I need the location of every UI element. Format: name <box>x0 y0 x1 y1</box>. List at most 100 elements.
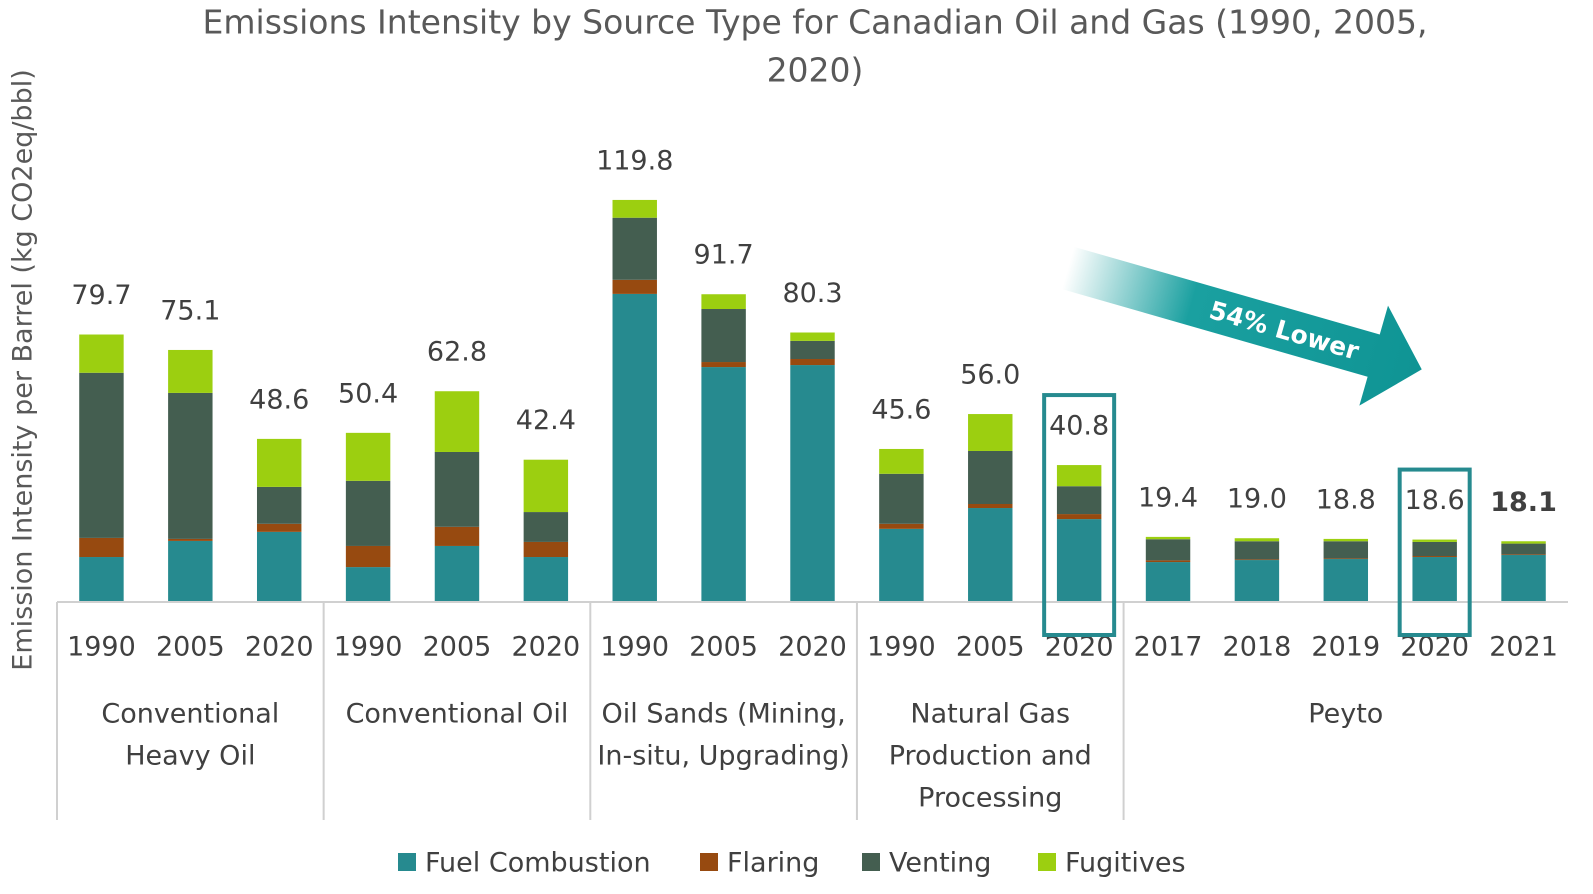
bar-segment <box>879 528 924 602</box>
total-label: 18.1 <box>1490 487 1557 518</box>
bar-segment <box>434 391 480 452</box>
total-label: 119.8 <box>596 145 673 176</box>
total-label: 80.3 <box>782 278 842 309</box>
total-label: 50.4 <box>338 378 398 409</box>
group-label: Conventional <box>101 699 279 730</box>
total-label: 62.8 <box>427 337 487 368</box>
total-label: 40.8 <box>1049 411 1109 442</box>
total-label: 42.4 <box>516 405 576 436</box>
bar-segment <box>1056 486 1102 515</box>
legend-swatch <box>398 853 416 871</box>
bar-segment <box>523 557 569 602</box>
bar-segment <box>1412 557 1457 602</box>
x-tick-label: 2020 <box>778 632 847 663</box>
trend-arrow: 54% Lower <box>1061 246 1422 406</box>
total-label: 56.0 <box>960 360 1020 391</box>
bar-segment <box>1145 539 1191 561</box>
bar-segment <box>968 414 1013 451</box>
x-tick-label: 2020 <box>245 632 314 663</box>
x-tick-label: 2019 <box>1311 632 1380 663</box>
highlight-box <box>1397 467 1472 637</box>
bar-segment <box>256 531 302 602</box>
legend-label: Flaring <box>727 848 819 879</box>
legend-swatch <box>862 853 880 871</box>
x-tick-label: 1990 <box>867 632 936 663</box>
bar-segment <box>1501 543 1546 555</box>
group-label: Heavy Oil <box>125 741 255 772</box>
bar-segment <box>256 523 302 532</box>
bar-segment <box>968 508 1013 602</box>
bar-segment <box>79 334 124 373</box>
bar-segment <box>79 537 124 558</box>
bar-segment <box>968 450 1013 505</box>
x-tick-label: 1990 <box>600 632 669 663</box>
x-tick-label: 2005 <box>423 632 492 663</box>
x-tick-label: 2018 <box>1223 632 1292 663</box>
y-axis-label: Emission Intensity per Barrel (kg CO2eq/… <box>8 69 39 670</box>
bar-segment <box>1234 559 1280 561</box>
total-label: 18.6 <box>1405 485 1465 516</box>
bar-segment <box>879 523 924 529</box>
bar-segment <box>1501 541 1546 544</box>
legend-label: Fuel Combustion <box>425 848 651 879</box>
bar-segment <box>1412 541 1457 557</box>
bar-segment <box>1234 560 1280 602</box>
total-label: 19.4 <box>1138 482 1198 513</box>
bar-segment <box>612 293 657 602</box>
total-label: 79.7 <box>71 280 131 311</box>
bar-segment <box>879 473 924 524</box>
total-label: 19.0 <box>1227 484 1287 515</box>
bar-segment <box>701 294 746 310</box>
bar-segment <box>345 545 391 568</box>
total-label: 75.1 <box>160 295 220 326</box>
x-tick-label: 2017 <box>1134 632 1203 663</box>
bar-segment <box>701 367 746 602</box>
group-label: In-situ, Upgrading) <box>597 741 849 772</box>
bar-segment <box>1323 559 1369 602</box>
bar-segment <box>79 372 124 538</box>
group-label: Conventional Oil <box>346 699 569 730</box>
bar-segment <box>168 392 213 539</box>
bar-segment <box>1145 560 1191 563</box>
group-label: Natural Gas <box>910 699 1070 730</box>
bar-segment <box>612 217 657 280</box>
bar-segment <box>612 199 657 218</box>
bar-segment <box>790 359 835 366</box>
bar-segment <box>1501 554 1546 556</box>
bar-segment <box>256 486 302 524</box>
bar-segment <box>790 340 835 360</box>
bar-segment <box>1323 558 1369 560</box>
bar-segment <box>701 309 746 363</box>
bar-segment <box>1056 514 1102 520</box>
bar-segment <box>879 448 924 474</box>
bar-segment <box>256 438 302 487</box>
bar-segment <box>1412 539 1457 542</box>
bar-segment <box>612 279 657 294</box>
bar-segment <box>345 432 391 481</box>
total-label: 45.6 <box>871 394 931 425</box>
bar-segment <box>1145 536 1191 540</box>
group-label: Processing <box>918 783 1062 814</box>
bar-segment <box>1234 541 1280 560</box>
bar-segment <box>168 540 213 602</box>
bar-segment <box>1323 538 1369 542</box>
bar-segment <box>1056 465 1102 487</box>
x-tick-label: 2005 <box>956 632 1025 663</box>
x-tick-label: 2020 <box>511 632 580 663</box>
bar-segment <box>1234 538 1280 542</box>
arrow-shape <box>1061 246 1422 406</box>
bar-segment <box>434 545 480 602</box>
bar-segment <box>345 567 391 602</box>
bar-segment <box>790 332 835 341</box>
legend-label: Venting <box>889 848 991 879</box>
bar-segment <box>1145 562 1191 602</box>
x-tick-label: 2005 <box>689 632 758 663</box>
legend-swatch <box>700 853 718 871</box>
bar-segment <box>168 349 213 393</box>
bar-segment <box>434 526 480 546</box>
bar-segment <box>790 365 835 602</box>
bar-segment <box>1501 555 1546 602</box>
total-label: 18.8 <box>1316 484 1376 515</box>
legend-swatch <box>1038 853 1056 871</box>
